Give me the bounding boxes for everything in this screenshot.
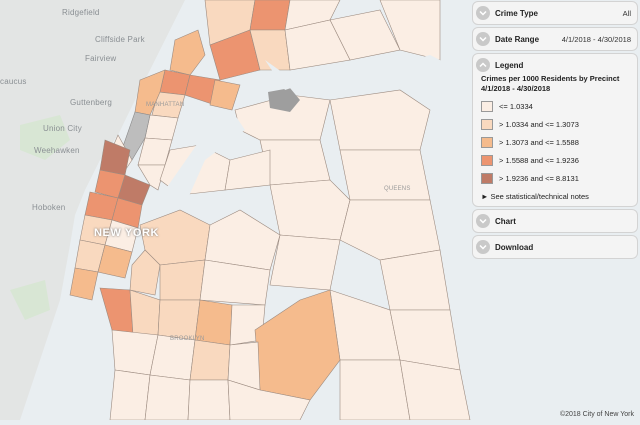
crime-type-label: Crime Type xyxy=(495,8,538,18)
label-new-york: NEW YORK xyxy=(94,227,160,239)
precinct xyxy=(249,0,291,31)
legend-item-label: <= 1.0334 xyxy=(499,102,533,111)
precinct xyxy=(329,89,431,151)
legend-label: Legend xyxy=(495,60,524,70)
chart-section[interactable]: Chart xyxy=(472,209,638,233)
label-brooklyn: BROOKLYN xyxy=(170,336,205,342)
legend-swatch xyxy=(481,155,493,166)
precinct xyxy=(339,359,411,421)
legend-item: > 1.5588 and <= 1.9236 xyxy=(481,154,579,167)
label-queens: QUEENS xyxy=(384,186,411,192)
label-union-city: Union City xyxy=(43,124,82,133)
crime-type-section[interactable]: Crime Type All xyxy=(472,1,638,25)
chevron-down-icon[interactable] xyxy=(476,214,490,228)
east-river xyxy=(158,115,245,215)
legend-title: Crimes per 1000 Residents by Precinct 4/… xyxy=(481,74,620,93)
legend-section: Legend Crimes per 1000 Residents by Prec… xyxy=(472,53,638,207)
label-cliffside-park: Cliffside Park xyxy=(95,35,145,44)
bronx-precincts[interactable] xyxy=(184,0,441,111)
chart-header[interactable]: Chart xyxy=(473,210,637,232)
park-area-2 xyxy=(10,280,50,320)
label-fairview: Fairview xyxy=(85,54,117,63)
precinct xyxy=(187,379,231,421)
precinct xyxy=(169,29,206,76)
crime-type-header[interactable]: Crime Type All xyxy=(473,2,637,24)
technical-notes-link[interactable]: ► See statistical/technical notes xyxy=(481,192,589,201)
precinct xyxy=(224,149,271,191)
legend-item: > 1.9236 and <= 8.8131 xyxy=(481,172,579,185)
precinct xyxy=(284,19,351,71)
precinct xyxy=(339,199,441,261)
legend-swatch xyxy=(481,173,493,184)
chart-label: Chart xyxy=(495,216,516,226)
chevron-up-icon[interactable] xyxy=(476,58,490,72)
precinct xyxy=(159,259,206,301)
legend-item-label: > 1.0334 and <= 1.3073 xyxy=(499,120,579,129)
precinct xyxy=(99,287,134,336)
legend-item: > 1.0334 and <= 1.3073 xyxy=(481,118,579,131)
precinct xyxy=(259,139,331,186)
label-secaucus: caucus xyxy=(0,77,27,86)
precinct xyxy=(134,69,166,116)
date-range-value: 4/1/2018 - 4/30/2018 xyxy=(561,34,631,44)
precinct xyxy=(269,179,351,241)
legend-swatch xyxy=(481,101,493,112)
date-range-section[interactable]: Date Range 4/1/2018 - 4/30/2018 xyxy=(472,27,638,51)
legend-item-label: > 1.9236 and <= 8.8131 xyxy=(499,174,579,183)
legend-item-label: > 1.5588 and <= 1.9236 xyxy=(499,156,579,165)
precinct xyxy=(379,249,451,311)
chevron-down-icon[interactable] xyxy=(476,6,490,20)
date-range-header[interactable]: Date Range 4/1/2018 - 4/30/2018 xyxy=(473,28,637,50)
map-copyright: ©2018 City of New York xyxy=(559,411,634,418)
label-hoboken: Hoboken xyxy=(32,203,66,212)
precinct xyxy=(109,369,151,421)
date-range-label: Date Range xyxy=(495,34,540,44)
park-area xyxy=(20,115,70,160)
precinct xyxy=(129,289,161,336)
label-guttenberg: Guttenberg xyxy=(70,98,113,107)
precinct xyxy=(227,379,311,421)
new-jersey-land xyxy=(0,0,185,420)
precinct xyxy=(157,299,201,341)
chevron-down-icon[interactable] xyxy=(476,32,490,46)
download-label: Download xyxy=(495,242,534,252)
precinct xyxy=(204,209,281,271)
chevron-down-icon[interactable] xyxy=(476,240,490,254)
legend-item: > 1.3073 and <= 1.5588 xyxy=(481,136,579,149)
rikers-island xyxy=(268,88,300,112)
label-weehawken: Weehawken xyxy=(34,146,80,155)
legend-swatch xyxy=(481,119,493,130)
side-panel: Crime Type All Date Range 4/1/2018 - 4/3… xyxy=(470,0,640,420)
label-ridgefield: Ridgefield xyxy=(62,8,100,17)
legend-header[interactable]: Legend xyxy=(473,54,637,76)
brooklyn-precincts[interactable] xyxy=(99,209,341,421)
precinct xyxy=(69,267,99,301)
precinct xyxy=(209,79,241,111)
precinct xyxy=(269,234,341,291)
legend-item-label: > 1.3073 and <= 1.5588 xyxy=(499,138,579,147)
legend-swatch xyxy=(481,137,493,148)
manhattan-precincts[interactable] xyxy=(69,29,206,301)
crime-type-value: All xyxy=(622,8,631,18)
precinct xyxy=(339,149,431,201)
precinct xyxy=(97,244,133,279)
precinct xyxy=(144,114,179,141)
precinct xyxy=(189,339,231,381)
label-manhattan: MANHATTAN xyxy=(146,102,185,108)
precinct xyxy=(144,374,191,421)
download-header[interactable]: Download xyxy=(473,236,637,258)
precinct xyxy=(254,289,341,401)
precinct xyxy=(129,249,161,296)
water-inlet xyxy=(395,55,440,90)
legend-item: <= 1.0334 xyxy=(481,100,533,113)
waterway xyxy=(265,60,300,90)
download-section[interactable]: Download xyxy=(472,235,638,259)
precinct xyxy=(137,164,166,191)
